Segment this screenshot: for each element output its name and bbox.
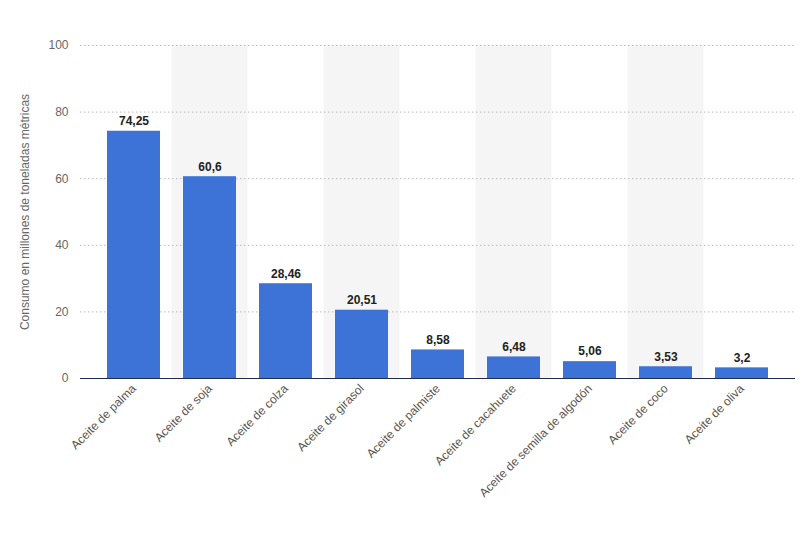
svg-text:Aceite de girasol: Aceite de girasol [294,381,367,454]
svg-text:Aceite de palmiste: Aceite de palmiste [364,381,443,460]
svg-text:Aceite de palma: Aceite de palma [68,381,139,452]
svg-text:80: 80 [55,105,69,119]
svg-text:Aceite de cacahuete: Aceite de cacahuete [432,381,519,468]
svg-text:20,51: 20,51 [347,293,377,307]
svg-text:60: 60 [55,172,69,186]
svg-text:3,2: 3,2 [734,351,751,365]
svg-text:Aceite de semilla de algodón: Aceite de semilla de algodón [476,381,594,499]
svg-text:Aceite de oliva: Aceite de oliva [682,381,747,446]
svg-text:Consumo en millones de tonelad: Consumo en millones de toneladas métrica… [18,94,32,330]
svg-text:60,6: 60,6 [198,160,222,174]
svg-text:5,06: 5,06 [578,344,602,358]
svg-text:Aceite de soja: Aceite de soja [152,381,215,444]
svg-text:40: 40 [55,238,69,252]
svg-text:100: 100 [48,38,68,52]
svg-text:Aceite de colza: Aceite de colza [223,381,291,449]
svg-text:8,58: 8,58 [426,333,450,347]
svg-text:6,48: 6,48 [502,340,526,354]
svg-text:20: 20 [55,305,69,319]
svg-text:0: 0 [62,371,69,385]
svg-text:74,25: 74,25 [119,114,149,128]
svg-text:Aceite de coco: Aceite de coco [605,381,671,447]
svg-text:3,53: 3,53 [654,350,678,364]
svg-text:28,46: 28,46 [271,267,301,281]
